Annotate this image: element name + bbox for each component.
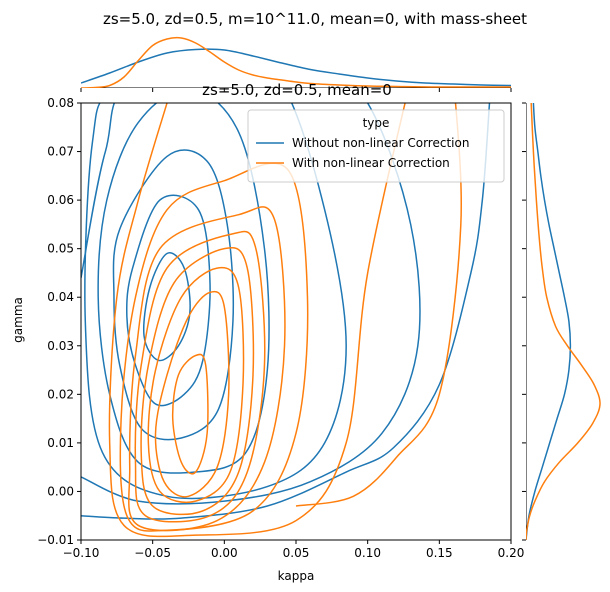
top-marginal-panel	[81, 36, 511, 88]
without-marginal-y	[526, 103, 572, 540]
y-tick-label: 0.05	[47, 242, 74, 256]
x-axis-label: kappa	[278, 569, 315, 583]
legend-title: type	[363, 116, 390, 130]
without-contour-4	[84, 103, 347, 500]
right-marginal-panel	[526, 103, 601, 540]
y-axis-ticks: −0.01 0.00 0.01 0.02 0.03 0.04 0.05 0.06 0.07 0.0…	[37, 96, 526, 547]
x-tick-label: 0.15	[426, 546, 453, 560]
x-tick-label: 0.20	[498, 546, 525, 560]
without-marginal-x	[81, 48, 511, 87]
without-contour-2	[112, 149, 235, 441]
with-contour-4	[134, 230, 266, 523]
with-contour-0	[171, 353, 209, 475]
without-contour-1	[126, 194, 211, 407]
y-tick-label: 0.08	[47, 96, 74, 110]
x-tick-label: 0.00	[211, 546, 238, 560]
with-contour-1	[154, 290, 230, 498]
with-contour-3	[140, 246, 255, 516]
x-tick-label: −0.10	[63, 546, 100, 560]
y-tick-label: 0.06	[47, 193, 74, 207]
y-tick-label: 0.07	[47, 145, 74, 159]
joint-contours	[81, 103, 491, 538]
legend-entry-with: With non-linear Correction	[292, 156, 450, 170]
x-tick-label: −0.05	[134, 546, 171, 560]
y-tick-label: 0.04	[47, 290, 74, 304]
with-marginal-y	[526, 103, 601, 540]
y-tick-label: 0.03	[47, 339, 74, 353]
x-tick-label: 0.10	[354, 546, 381, 560]
y-tick-label: 0.02	[47, 387, 74, 401]
with-contour-6	[119, 162, 309, 532]
with-contour-7	[108, 103, 406, 538]
x-tick-label: 0.05	[283, 546, 310, 560]
legend-box	[247, 109, 505, 183]
y-tick-label: −0.01	[37, 533, 74, 547]
with-marginal-x	[81, 36, 511, 88]
x-axis-ticks: −0.10 −0.05 0.00 0.05 0.10 0.15 0.20	[63, 88, 525, 560]
chart-title: zs=5.0, zd=0.5, m=10^11.0, mean=0, with …	[103, 10, 527, 28]
without-contour-5	[81, 103, 421, 505]
joint-panel: −0.10 −0.05 0.00 0.05 0.10 0.15 0.20 −0.01 0.00…	[11, 81, 526, 583]
without-contour-6	[81, 103, 491, 520]
overlapping-subtitle: zs=5.0, zd=0.5, mean=0	[202, 81, 392, 99]
with-contour-2	[147, 266, 245, 504]
legend-entry-without: Without non-linear Correction	[292, 136, 469, 150]
without-contour-0	[142, 252, 191, 362]
y-tick-label: 0.01	[47, 436, 74, 450]
y-tick-label: 0.00	[47, 484, 74, 498]
legend: type Without non-linear Correction With …	[247, 109, 505, 183]
y-axis-label: gamma	[11, 297, 25, 343]
without-contour-3	[97, 103, 270, 474]
